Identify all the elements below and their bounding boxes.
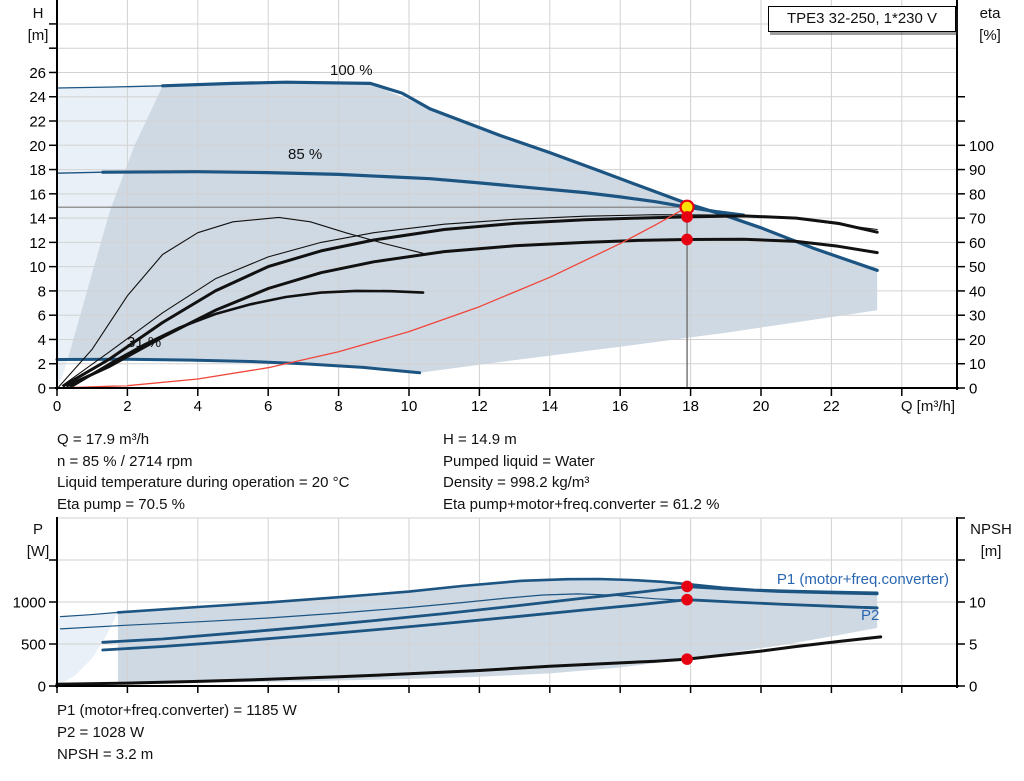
annotation-h: H = 14.9 m xyxy=(443,431,517,448)
h-tick-label: 8 xyxy=(38,283,46,300)
p-tick-label: 1000 xyxy=(13,595,46,612)
npsh-axis-unit: [m] xyxy=(980,543,1002,560)
h-axis-unit: [m] xyxy=(27,27,49,44)
eta-tick-label: 70 xyxy=(969,211,986,228)
annotation-eta-pump: Eta pump = 70.5 % xyxy=(57,495,185,513)
p-axis-unit: [W] xyxy=(26,543,50,560)
h-tick-label: 16 xyxy=(29,186,46,203)
annotation-p1: P1 (motor+freq.converter) = 1185 W xyxy=(57,702,297,719)
annotation-q: Q = 17.9 m³/h xyxy=(57,431,150,448)
h-tick-label: 12 xyxy=(29,235,46,252)
q-tick-label: 22 xyxy=(823,398,840,415)
annotation-density: Density = 998.2 kg/m³ xyxy=(443,474,590,492)
h-tick-label: 6 xyxy=(38,308,46,325)
eta-tick-label: 100 xyxy=(969,138,994,155)
annotation-pumped-liquid: Pumped liquid = Water xyxy=(443,452,595,470)
eta-pump-point-marker xyxy=(681,211,693,223)
h-tick-label: 2 xyxy=(38,356,46,373)
q-tick-label: 12 xyxy=(471,398,488,415)
npsh-tick-label: 10 xyxy=(969,595,986,612)
q-axis-label: Q [m³/h] xyxy=(900,398,955,415)
annotation-npsh: NPSH = 3.2 m xyxy=(57,746,154,763)
npsh-tick-label: 5 xyxy=(969,637,977,654)
speed-100-label: 100 % xyxy=(330,62,373,79)
q-tick-label: 10 xyxy=(401,398,418,415)
p1-point-marker xyxy=(681,580,693,593)
annotation-liquid-temp: Liquid temperature during operation = 20… xyxy=(57,474,350,492)
eta-tick-label: 60 xyxy=(969,235,986,252)
p1-curve-label: P1 (motor+freq.converter) xyxy=(776,571,949,588)
eta-tick-label: 10 xyxy=(969,356,986,373)
curve-system-curve xyxy=(56,206,688,389)
curve-p2-curve xyxy=(101,598,879,652)
h-tick-label: 14 xyxy=(29,211,46,228)
curve-speed-85-lead xyxy=(56,171,104,174)
eta-tick-label: 90 xyxy=(969,162,986,179)
annotation-eta-total: Eta pump+motor+freq.converter = 61.2 % xyxy=(443,495,720,513)
eta-axis-title: eta xyxy=(979,5,1001,22)
curve-eta-short-arc xyxy=(69,289,425,389)
h-tick-label: 0 xyxy=(38,381,46,398)
q-tick-label: 16 xyxy=(612,398,629,415)
speed-31-label: 31 % xyxy=(127,334,162,351)
p-axis-title: P xyxy=(32,521,43,538)
p2-point-marker xyxy=(681,593,693,606)
npsh-axis-title: NPSH xyxy=(970,521,1012,538)
eta-tick-label: 20 xyxy=(969,332,986,349)
eta-total-point-marker xyxy=(681,233,693,246)
p-tick-label: 0 xyxy=(38,679,46,696)
power-envelope xyxy=(117,579,878,684)
power-low-flow-band xyxy=(57,612,118,684)
curve-eta-low-speed xyxy=(58,216,424,388)
q-tick-label: 4 xyxy=(194,398,202,415)
npsh-point-marker xyxy=(681,653,693,665)
h-tick-label: 22 xyxy=(29,114,46,131)
p-tick-label: 500 xyxy=(21,637,46,654)
curve-speed-31 xyxy=(55,357,422,375)
low-flow-band xyxy=(57,85,163,389)
h-tick-label: 24 xyxy=(29,89,46,106)
pump-model-badge: TPE3 32-250, 1*230 V xyxy=(768,6,956,32)
h-axis-title: H xyxy=(32,5,44,22)
annotation-n: n = 85 % / 2714 rpm xyxy=(57,452,193,470)
duty-data-left: Q = 17.9 m³/h n = 85 % / 2714 rpm Liquid… xyxy=(57,429,437,515)
h-tick-label: 20 xyxy=(29,138,46,155)
eta-tick-label: 0 xyxy=(969,381,977,398)
h-tick-label: 26 xyxy=(29,65,46,82)
annotation-p2: P2 = 1028 W xyxy=(57,724,145,741)
duty-data-right: H = 14.9 m Pumped liquid = Water Density… xyxy=(443,429,863,515)
curve-p1-curve xyxy=(101,585,879,644)
q-tick-label: 0 xyxy=(53,398,61,415)
h-tick-label: 18 xyxy=(29,162,46,179)
q-tick-label: 20 xyxy=(753,398,770,415)
q-tick-label: 18 xyxy=(682,398,699,415)
q-tick-label: 2 xyxy=(123,398,131,415)
npsh-tick-label: 0 xyxy=(969,679,977,696)
q-tick-label: 8 xyxy=(334,398,342,415)
curve-speed-100-lead xyxy=(56,85,164,89)
eta-tick-label: 30 xyxy=(969,308,986,325)
h-tick-label: 10 xyxy=(29,259,46,276)
eta-tick-label: 50 xyxy=(969,259,986,276)
p2-curve-label: P2 xyxy=(861,607,880,624)
h-tick-label: 4 xyxy=(38,332,46,349)
q-tick-label: 14 xyxy=(541,398,558,415)
curve-p1-envelope-lead xyxy=(59,611,119,618)
curve-speed-100 xyxy=(161,80,879,272)
speed-85-label: 85 % xyxy=(288,146,323,163)
eta-tick-label: 40 xyxy=(969,283,986,300)
curve-npsh-curve xyxy=(55,635,883,686)
eta-tick-label: 80 xyxy=(969,186,986,203)
eta-axis-unit: [%] xyxy=(979,27,1001,44)
curve-eta-pump xyxy=(62,214,879,388)
power-data-block: P1 (motor+freq.converter) = 1185 W P2 = … xyxy=(57,700,477,766)
q-tick-label: 6 xyxy=(264,398,272,415)
